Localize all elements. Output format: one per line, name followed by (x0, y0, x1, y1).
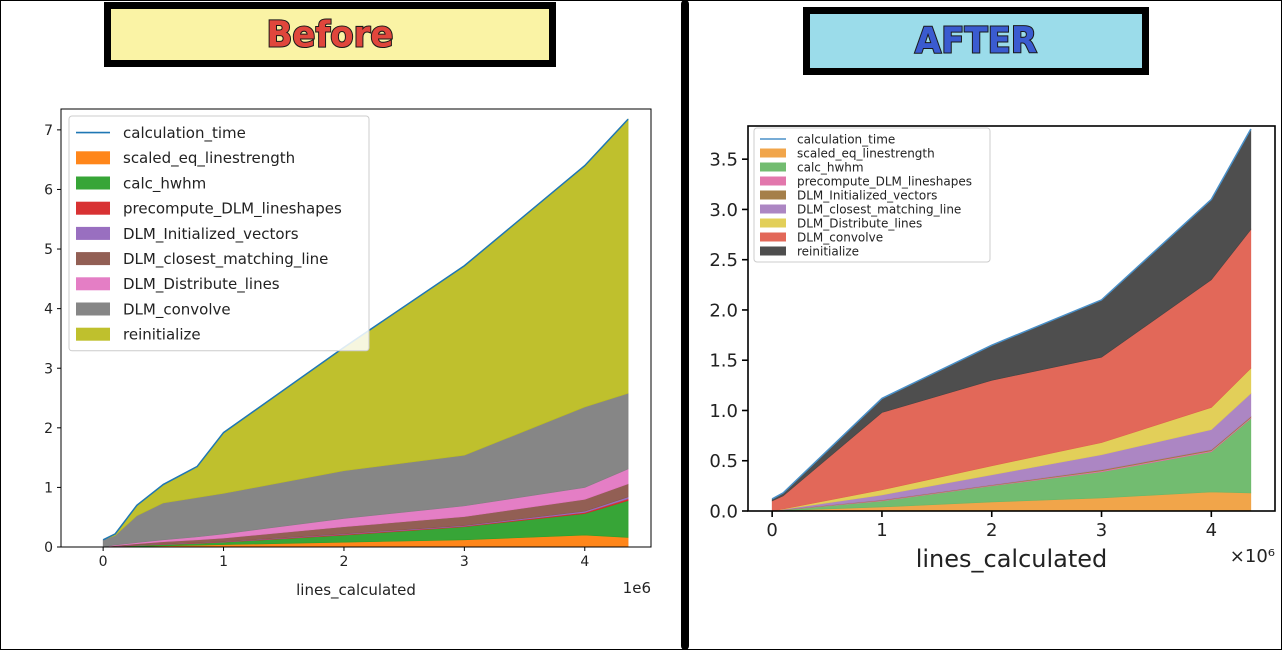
panel-divider (681, 0, 689, 650)
x-axis-offset-label: 1e6 (623, 579, 651, 597)
y-tick-label: 0.0 (709, 501, 738, 522)
y-tick-label: 6 (44, 182, 53, 198)
y-tick-label: 1 (44, 480, 53, 496)
legend-swatch (760, 218, 786, 228)
legend-label: scaled_eq_linestrength (797, 146, 935, 160)
legend-swatch (760, 204, 786, 214)
legend-swatch (760, 246, 786, 256)
legend-swatch (76, 151, 110, 165)
legend-label: reinitialize (797, 244, 859, 258)
y-tick-label: 3.0 (709, 200, 738, 221)
y-tick-label: 1.0 (709, 401, 738, 422)
legend-label: DLM_Distribute_lines (123, 275, 280, 294)
legend-label: calc_hwhm (123, 174, 206, 193)
legend-box (753, 127, 991, 263)
y-tick-label: 3 (44, 361, 53, 377)
legend-swatch (760, 232, 786, 242)
before-banner: Before (104, 2, 556, 67)
legend-swatch (76, 176, 110, 190)
y-tick-label: 3.5 (709, 150, 738, 171)
y-tick-label: 4 (44, 302, 53, 318)
x-tick-label: 1 (876, 520, 887, 541)
x-tick-label: 0 (766, 520, 777, 541)
y-tick-label: 2 (44, 421, 53, 437)
plot-frame (60, 108, 652, 548)
legend-box (68, 115, 370, 352)
legend-label: DLM_convolve (797, 230, 883, 244)
legend-swatch (76, 302, 110, 316)
x-tick-label: 2 (339, 554, 348, 570)
x-tick-label: 4 (1206, 520, 1217, 541)
y-tick-label: 1.5 (709, 351, 738, 372)
legend-label: DLM_Initialized_vectors (797, 188, 937, 202)
x-tick-label: 3 (460, 554, 469, 570)
legend-swatch (76, 252, 110, 266)
y-tick-label: 0.5 (709, 451, 738, 472)
y-tick-label: 2.0 (709, 300, 738, 321)
line-calculation-time (102, 118, 629, 541)
legend-swatch (76, 277, 110, 291)
legend-label: DLM_convolve (123, 300, 231, 319)
x-axis-offset-label: ×10⁶ (1230, 546, 1275, 567)
before-chart: 0 1 2 3 4 0 1 2 3 4 5 6 7 lines_calculated 1e6 calculat… (44, 108, 652, 600)
legend-label: DLM_Initialized_vectors (123, 225, 299, 244)
legend-label: DLM_closest_matching_line (123, 250, 328, 269)
legend-label: calculation_time (797, 132, 895, 146)
x-tick-label: 4 (580, 554, 589, 570)
legend-label: DLM_Distribute_lines (797, 216, 922, 230)
x-tick-label: 3 (1096, 520, 1107, 541)
x-tick-label: 0 (99, 554, 108, 570)
plot-frame (747, 125, 1276, 512)
line-calculation-time (771, 128, 1252, 500)
legend-label: precompute_DLM_lineshapes (797, 174, 972, 188)
x-axis-label: lines_calculated (916, 545, 1108, 573)
legend-swatch (76, 226, 110, 240)
y-tick-label: 5 (44, 242, 53, 258)
y-tick-label: 0 (44, 540, 53, 556)
legend-swatch (76, 327, 110, 341)
legend-label: reinitialize (123, 326, 201, 344)
x-tick-label: 2 (986, 520, 997, 541)
legend-label: calc_hwhm (797, 160, 864, 174)
legend-label: calculation_time (123, 124, 246, 143)
legend-label: DLM_closest_matching_line (797, 202, 961, 216)
after-banner-label: AFTER (914, 19, 1038, 63)
legend-swatch (76, 201, 110, 215)
legend-label: precompute_DLM_lineshapes (123, 200, 342, 219)
x-axis-label: lines_calculated (296, 581, 416, 600)
legend-swatch (760, 148, 786, 158)
x-tick-label: 1 (219, 554, 228, 570)
legend-swatch (760, 190, 786, 200)
legend-swatch (760, 162, 786, 172)
legend-label: scaled_eq_linestrength (123, 149, 295, 168)
y-tick-label: 7 (44, 123, 53, 139)
legend-swatch (760, 176, 786, 186)
before-banner-label: Before (266, 12, 395, 56)
after-banner: AFTER (803, 7, 1149, 75)
y-tick-label: 2.5 (709, 250, 738, 271)
